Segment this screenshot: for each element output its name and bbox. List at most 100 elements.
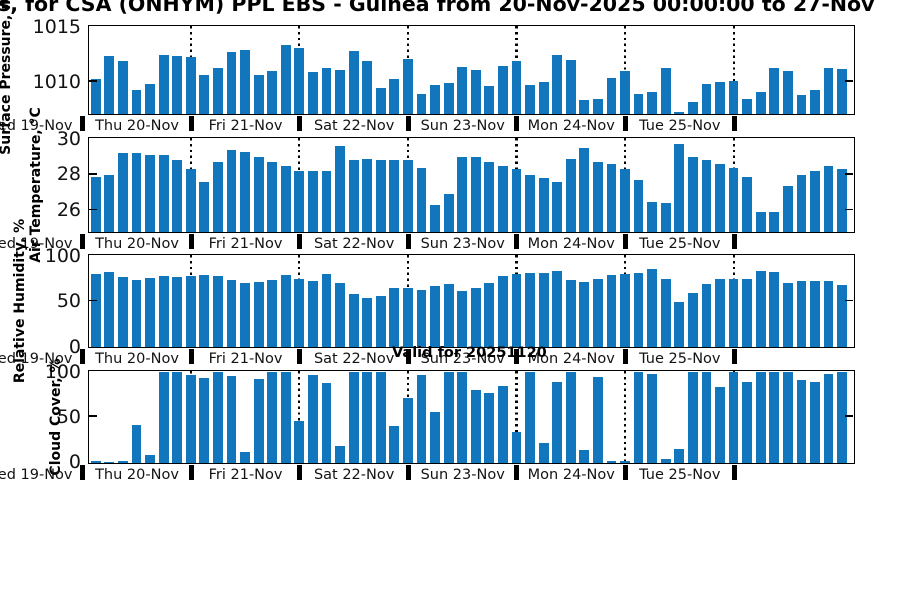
pressure-bar: [267, 71, 278, 114]
x-day-tick: [731, 234, 737, 249]
pressure-bar: [701, 84, 712, 114]
y-tick-mark: [89, 172, 97, 175]
cloud-cover-bar: [579, 449, 590, 463]
pressure-bar: [457, 66, 468, 114]
x-day-label: Wed 19-Nov: [0, 118, 73, 134]
x-day-label: Tue 25-Nov: [639, 236, 721, 252]
cloud-cover-bar: [172, 372, 183, 463]
x-day-label: Sun 23-Nov: [420, 466, 505, 483]
x-day-tick: [297, 234, 303, 249]
pressure-bar: [592, 98, 603, 114]
cloud-cover-bar: [294, 420, 305, 463]
cloud-cover-bar: [389, 426, 400, 463]
humidity-bar: [498, 276, 508, 347]
pressure-bar: [769, 67, 780, 114]
pressure-bar: [294, 47, 305, 114]
humidity-bar: [687, 293, 698, 347]
cloud-cover-bar: [511, 431, 522, 463]
cloud-cover-bar: [145, 455, 155, 463]
cloud-cover-bar: [647, 373, 658, 463]
y-tick-mark: [89, 208, 97, 211]
humidity-bar: [701, 284, 712, 347]
pressure-bar: [687, 101, 698, 114]
humidity-bar: [810, 281, 820, 347]
humidity-bar: [240, 283, 250, 347]
pressure-bar: [647, 91, 658, 114]
y-tick-mark: [845, 415, 853, 418]
temperature-bar: [742, 176, 753, 232]
temperature-bar: [633, 180, 644, 232]
humidity-bar: [308, 280, 318, 347]
x-day-label: Sun 23-Nov: [420, 351, 505, 367]
pressure-bar: [606, 77, 617, 114]
temperature-bar: [118, 153, 128, 232]
pressure-bar: [348, 51, 359, 114]
pressure-bar: [728, 80, 739, 114]
humidity-bar: [280, 275, 291, 347]
cloud-cover-bar: [715, 387, 725, 463]
x-day-tick: [405, 349, 411, 364]
cloud-cover-bar: [823, 373, 834, 463]
humidity-bar: [335, 283, 345, 347]
humidity-bar: [430, 286, 440, 347]
pressure-bar: [131, 89, 142, 114]
temperature-bar: [769, 212, 780, 232]
pressure-bar: [810, 89, 820, 114]
temperature-bar: [674, 144, 685, 232]
pressure-bar: [253, 75, 264, 114]
humidity-bar: [674, 302, 685, 347]
x-day-label: Wed 19-Nov: [0, 236, 73, 252]
cloud-cover-bar: [674, 448, 685, 463]
y-tick-label: 26: [56, 199, 81, 222]
humidity-bar: [633, 273, 644, 347]
temperature-bar: [687, 156, 698, 232]
humidity-bar: [742, 278, 753, 347]
humidity-bar: [362, 297, 373, 347]
pressure-bar: [118, 61, 128, 114]
temperature-bar: [213, 162, 223, 232]
humidity-bar: [213, 276, 223, 347]
humidity-bar: [443, 284, 454, 347]
cloud-cover-bar: [335, 446, 345, 463]
x-day-tick: [623, 234, 629, 249]
temperature-bar: [579, 147, 590, 232]
x-day-label: Fri 21-Nov: [208, 351, 283, 367]
cloud-cover-bar: [810, 381, 820, 463]
humidity-bar: [470, 287, 481, 347]
temperature-bar: [837, 169, 848, 232]
y-tick-label: 50: [56, 290, 81, 312]
temperature-bar: [701, 160, 712, 232]
x-day-tick: [80, 234, 86, 249]
humidity-bar: [104, 272, 115, 347]
cloud-cover-bar: [321, 382, 332, 463]
temperature-bar: [158, 155, 169, 232]
x-day-tick: [514, 234, 520, 249]
y-tick-label: 50: [56, 405, 81, 428]
y-tick-label: 1015: [32, 15, 81, 38]
pressure-bar: [90, 78, 101, 114]
day-boundary-gridline: [623, 371, 627, 463]
humidity-bar: [389, 287, 400, 347]
temperature-bar: [280, 165, 291, 232]
temperature-bar: [755, 212, 766, 232]
pressure-bar: [145, 84, 155, 114]
y-tick-mark: [89, 299, 97, 302]
y-tick-label: 30: [56, 127, 81, 150]
y-tick-label: 0: [68, 451, 81, 473]
humidity-bar: [538, 273, 549, 347]
cloud-cover-bar: [104, 461, 115, 463]
y-tick-mark: [845, 172, 853, 175]
humidity-bar: [796, 281, 807, 347]
pressure-bar: [280, 44, 291, 114]
x-day-label: Tue 25-Nov: [639, 466, 721, 483]
cloud-cover-bar: [796, 380, 807, 463]
cloud-cover-bar: [484, 392, 495, 463]
x-day-label: Tue 25-Nov: [639, 351, 721, 367]
x-day-tick: [297, 349, 303, 364]
x-day-label: Sat 22-Nov: [313, 236, 395, 252]
cloud-cover-bar: [525, 372, 535, 463]
temperature-bar: [348, 160, 359, 232]
y-tick-mark: [845, 80, 853, 82]
cloud-cover-bar: [660, 458, 671, 463]
x-day-label: Mon 24-Nov: [527, 351, 615, 367]
